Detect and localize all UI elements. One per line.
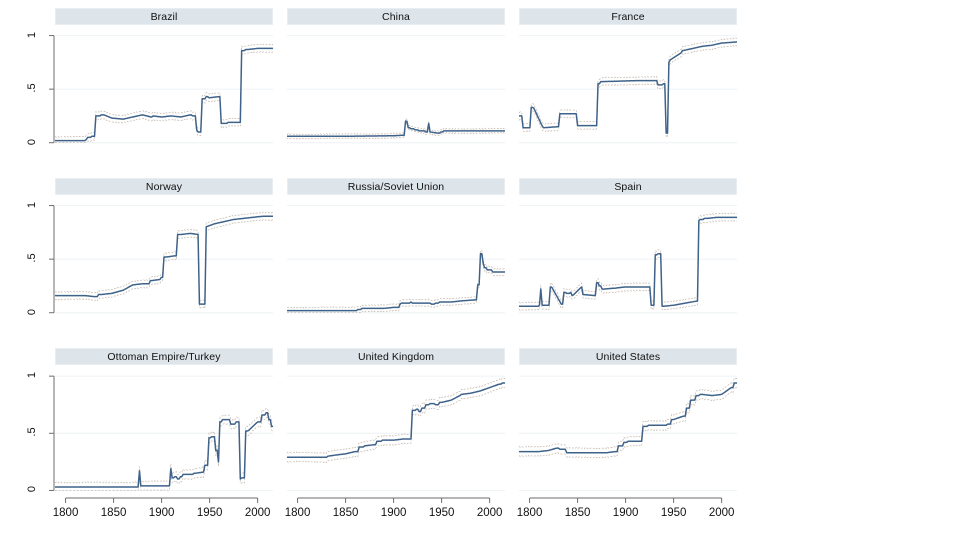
x-tick-label: 1850 [332,507,359,519]
x-tick-label: 1950 [428,507,455,519]
x-tick-label: 1850 [564,507,591,519]
estimate-line [519,382,737,454]
x-axis: 1800 1850 1900 1950 2000 [52,497,273,537]
confidence-band-upper [54,43,274,138]
estimate-line [55,215,273,305]
y-tick-label: .5 [26,253,38,263]
estimate-line [55,411,273,488]
panel-title: China [287,8,505,25]
plot-area [286,367,506,495]
estimate-line [287,382,505,459]
x-tick-label: 2000 [244,507,271,519]
confidence-band-upper [286,249,506,309]
panel-title: Spain [519,178,737,195]
y-tick-label: .5 [26,427,38,437]
estimate-line [287,253,505,312]
x-axis: 1800 1850 1900 1950 2000 [284,497,505,537]
y-tick-label: 0 [26,138,38,145]
plot-area [54,367,274,495]
panel-norway: Norway [54,178,274,317]
y-tick-label: 0 [26,308,38,315]
plot-area [518,367,738,495]
panel-russia-soviet-union: Russia/Soviet Union [286,178,506,317]
plot-area [54,27,274,147]
x-tick-label: 1850 [100,507,127,519]
x-tick-label: 1900 [148,507,175,519]
x-tick-label: 1900 [380,507,407,519]
estimate-line [519,216,737,308]
plot-area [518,197,738,317]
panel-france: France [518,8,738,147]
confidence-band-upper [54,211,274,302]
y-tick-label: 1 [26,31,38,38]
panel-united-kingdom: United Kingdom [286,348,506,495]
confidence-band-lower [286,122,506,140]
estimate-line [519,41,738,134]
confidence-band-upper [286,117,506,136]
panel-title: France [519,8,737,25]
y-tick-label: 1 [26,201,38,208]
y-tick-label: .5 [26,83,38,93]
confidence-band-lower [287,256,506,314]
confidence-band-upper [518,37,738,131]
x-tick-label: 1950 [660,507,687,519]
confidence-band-lower [518,386,738,459]
plot-area [286,197,506,317]
y-axis: 0.5 1 [21,197,55,317]
confidence-band-lower [55,416,274,491]
panel-spain: Spain [518,178,738,317]
x-tick-label: 2000 [476,507,503,519]
x-tick-label: 1950 [196,507,223,519]
confidence-band-lower [286,386,506,464]
confidence-band-lower [518,44,738,138]
x-axis: 1800 1850 1900 1950 2000 [516,497,737,537]
x-tick-label: 1800 [52,507,79,519]
confidence-band-lower [55,51,274,144]
panel-title: United States [519,348,737,365]
confidence-band-upper [518,377,738,450]
confidence-band-lower [518,220,738,312]
plot-area [518,27,738,147]
plot-area [54,197,274,317]
y-tick-label: 0 [26,486,38,493]
y-axis: 0.5 1 [21,27,55,147]
x-tick-label: 1900 [612,507,639,519]
estimate-line [55,47,273,142]
panel-title: Brazil [55,8,273,25]
plot-area [286,27,506,147]
panel-title: Norway [55,178,273,195]
panel-title: Ottoman Empire/Turkey [55,348,273,365]
panel-title: United Kingdom [287,348,505,365]
x-tick-label: 1800 [284,507,311,519]
panel-title: Russia/Soviet Union [287,178,505,195]
confidence-band-upper [286,377,506,454]
confidence-band-upper [518,212,738,304]
confidence-band-upper [54,407,274,484]
x-tick-label: 1800 [516,507,543,519]
panel-china: China [286,8,506,147]
panel-brazil: Brazil [54,8,274,147]
panel-ottoman-empire-turkey: Ottoman Empire/Turkey [54,348,274,495]
estimate-line [287,120,505,138]
y-tick-label: 1 [26,372,38,379]
x-tick-label: 2000 [708,507,735,519]
y-axis: 0.5 1 [21,367,55,495]
panel-united-states: United States [518,348,738,495]
